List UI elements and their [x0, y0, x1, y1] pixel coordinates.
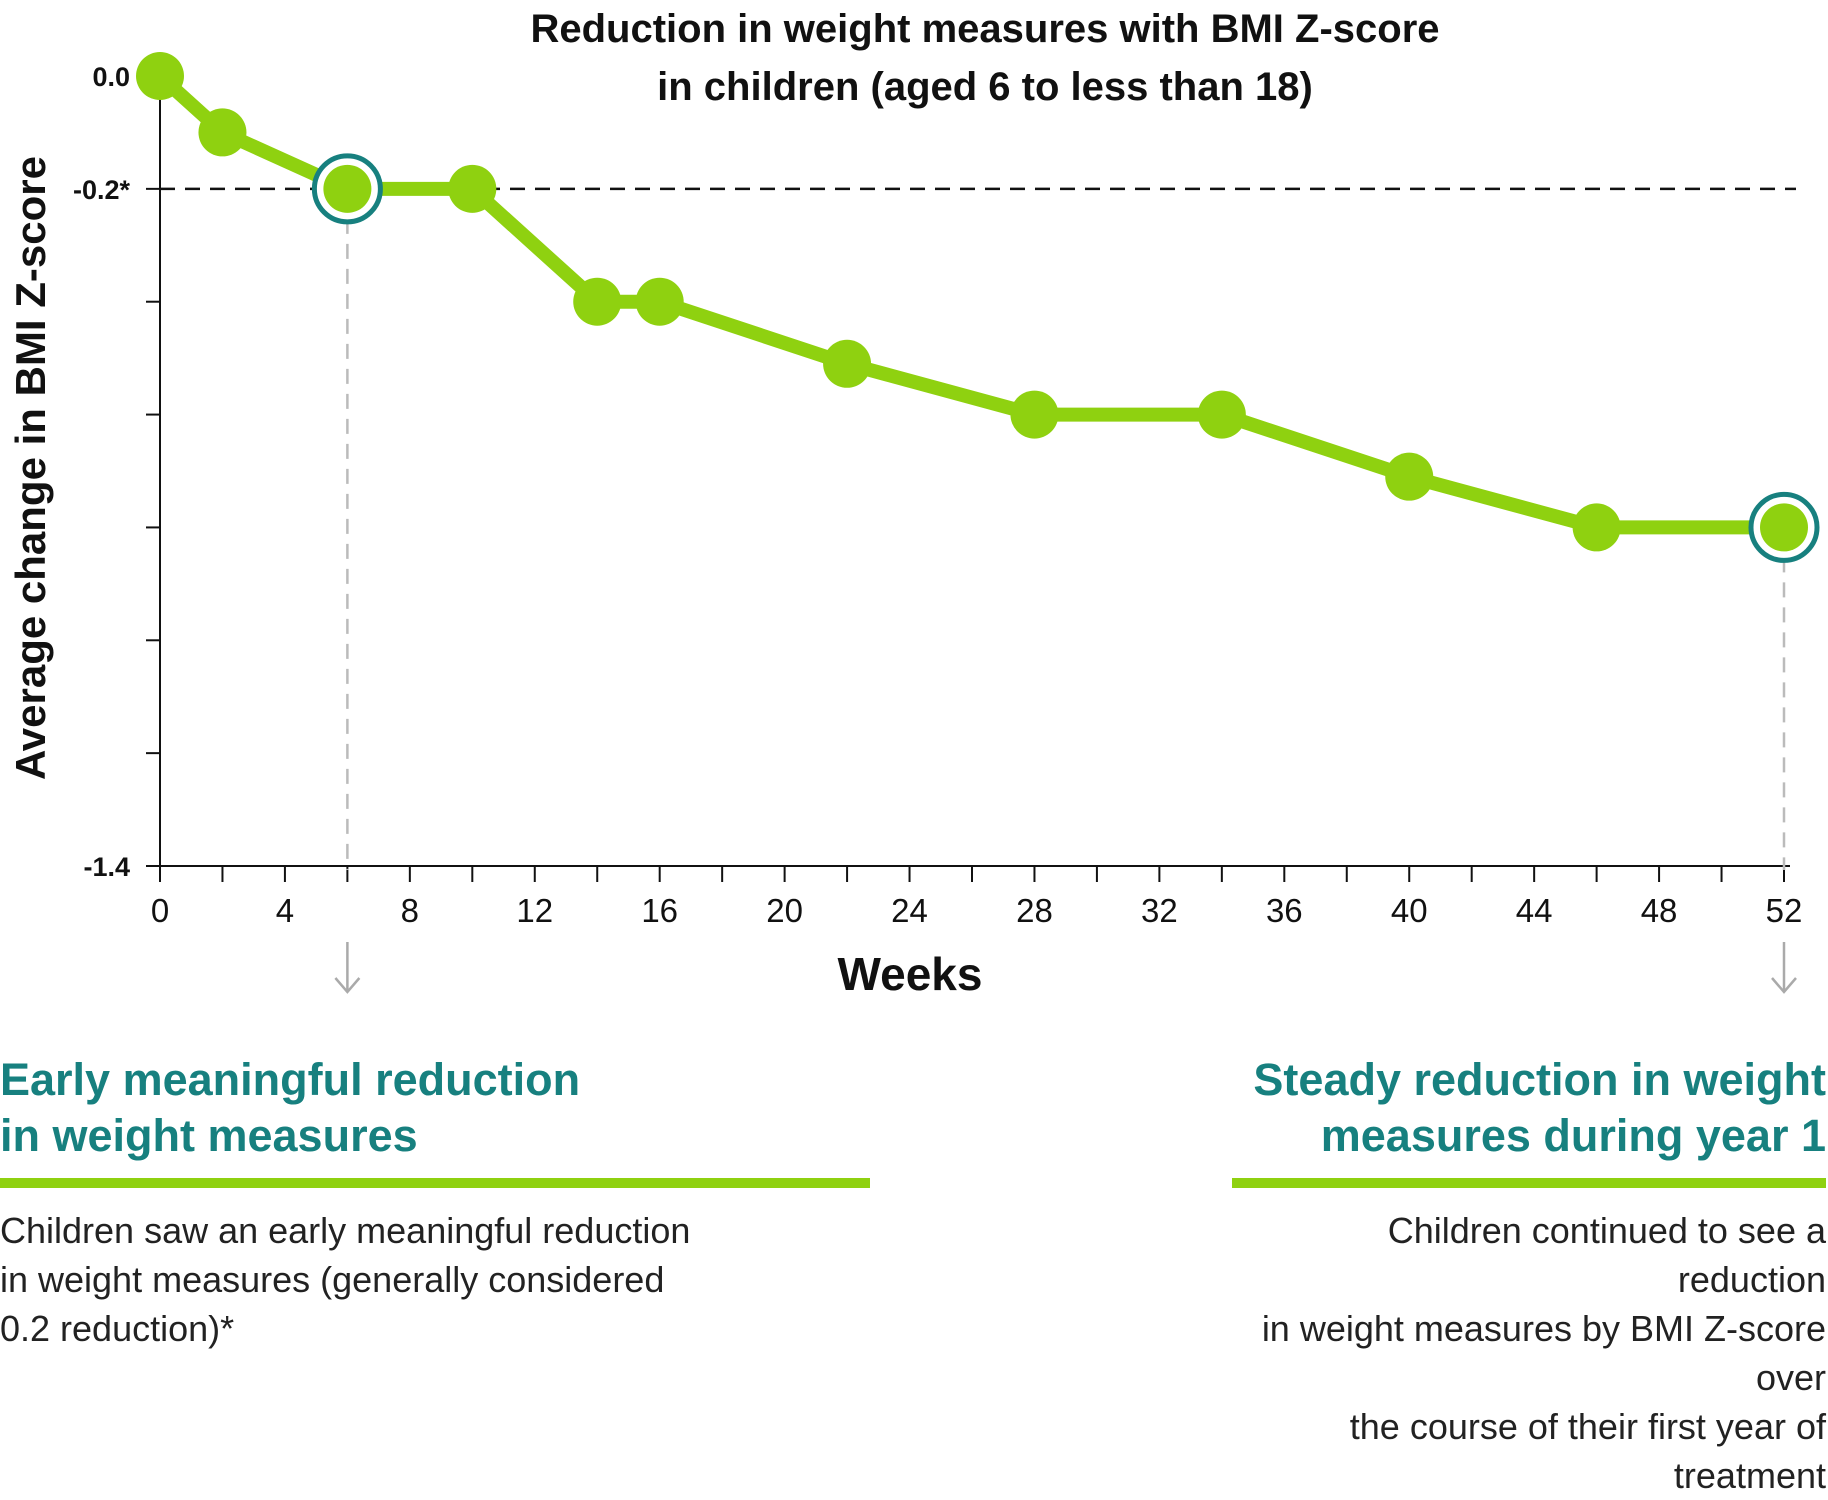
chart-title-line1: Reduction in weight measures with BMI Z-… — [530, 7, 1439, 51]
x-tick-label: 8 — [401, 892, 419, 929]
early-reduction-divider — [0, 1178, 870, 1188]
x-tick-label: 4 — [276, 892, 294, 929]
x-tick-label: 48 — [1641, 892, 1678, 929]
data-point — [635, 277, 684, 326]
steady-reduction-panel: Steady reduction in weight measures duri… — [1232, 1052, 1826, 1500]
x-axis-label: Weeks — [838, 948, 983, 1000]
data-point-highlight — [1760, 503, 1808, 552]
data-point — [1197, 390, 1246, 439]
steady-reduction-divider — [1232, 1178, 1826, 1188]
x-tick-label: 28 — [1016, 892, 1053, 929]
steady-reduction-text-line2: in weight measures by BMI Z-score over — [1261, 1308, 1826, 1398]
data-point — [1010, 390, 1059, 439]
early-reduction-heading: Early meaningful reduction in weight mea… — [0, 1052, 870, 1164]
y-axis-label: Average change in BMI Z-score — [7, 156, 54, 780]
x-tick-label: 20 — [766, 892, 803, 929]
early-reduction-text: Children saw an early meaningful reducti… — [0, 1206, 870, 1353]
chart-title-line2: in children (aged 6 to less than 18) — [657, 65, 1313, 109]
data-point — [1385, 452, 1434, 501]
steady-reduction-text-line3: the course of their first year of treatm… — [1349, 1406, 1826, 1496]
early-reduction-text-line3: 0.2 reduction)* — [0, 1308, 235, 1349]
data-point — [136, 52, 184, 100]
early-reduction-panel: Early meaningful reduction in weight mea… — [0, 1052, 870, 1353]
early-reduction-heading-line1: Early meaningful reduction — [0, 1054, 581, 1105]
y-tick-label: -0.2* — [73, 175, 131, 205]
x-tick-label: 32 — [1141, 892, 1178, 929]
data-point — [823, 339, 872, 388]
x-tick-label: 24 — [891, 892, 928, 929]
x-tick-label: 52 — [1766, 892, 1803, 929]
arrow-head — [334, 977, 361, 994]
data-point — [573, 277, 622, 326]
x-tick-label: 36 — [1266, 892, 1303, 929]
arrow-head — [1771, 977, 1797, 994]
x-tick-label: 44 — [1516, 892, 1553, 929]
data-point — [1572, 503, 1621, 552]
early-reduction-text-line1: Children saw an early meaningful reducti… — [0, 1210, 691, 1251]
y-tick-label: -1.4 — [83, 852, 130, 882]
data-point-highlight — [323, 164, 372, 213]
y-tick-label: 0.0 — [92, 62, 130, 92]
steady-reduction-text-line1: Children continued to see a reduction — [1387, 1210, 1826, 1300]
x-tick-label: 40 — [1391, 892, 1428, 929]
series-line — [153, 69, 1791, 535]
steady-reduction-text: Children continued to see a reduction in… — [1232, 1206, 1826, 1500]
early-reduction-text-line2: in weight measures (generally considered — [0, 1259, 665, 1300]
chart: Reduction in weight measures with BMI Z-… — [7, 7, 1820, 1000]
steady-reduction-heading-line1: Steady reduction in weight — [1253, 1054, 1826, 1105]
data-point — [198, 108, 247, 157]
steady-reduction-heading: Steady reduction in weight measures duri… — [1232, 1052, 1826, 1164]
x-tick-label: 0 — [151, 892, 169, 929]
data-point — [448, 164, 497, 213]
early-reduction-heading-line2: in weight measures — [0, 1110, 418, 1161]
steady-reduction-heading-line2: measures during year 1 — [1320, 1110, 1826, 1161]
x-tick-label: 16 — [641, 892, 678, 929]
x-tick-label: 12 — [516, 892, 553, 929]
